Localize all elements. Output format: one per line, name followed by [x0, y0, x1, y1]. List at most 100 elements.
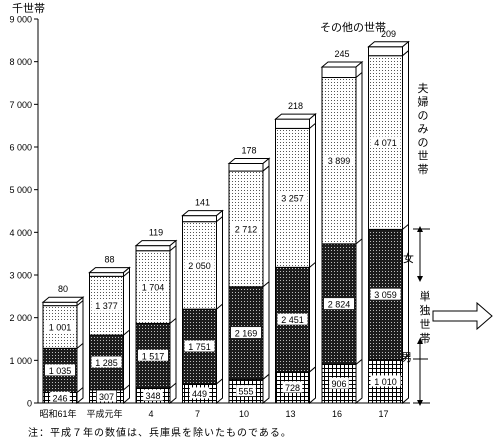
bar-side-divider — [309, 261, 316, 268]
y-axis-unit: 千世帯 — [12, 2, 45, 15]
data-label-other: 245 — [334, 49, 349, 59]
bar-side-face — [76, 296, 84, 405]
bar-group: 246 1 035 1 001 80 — [41, 284, 85, 405]
data-label-background — [138, 349, 168, 361]
y-tick-label: 3 000 — [9, 271, 32, 281]
bar-side-divider — [76, 300, 84, 307]
y-tick-label: 7 000 — [9, 100, 32, 110]
label-single-households: 単独世帯 — [420, 289, 431, 345]
bar-group: 348 1 517 1 704 119 — [134, 228, 178, 405]
y-tick-label: 4 000 — [9, 228, 32, 238]
label-other-households: その他の世帯 — [320, 21, 386, 34]
bar-side-face — [169, 239, 177, 405]
bar-top-face — [134, 240, 178, 247]
data-label: 1 751 — [188, 342, 211, 352]
data-label-background — [370, 136, 401, 148]
bar-top-face — [181, 210, 224, 217]
data-label: 1 035 — [49, 366, 72, 376]
y-tick-label: 2 000 — [9, 313, 32, 323]
data-label: 307 — [99, 392, 114, 402]
data-label: 728 — [285, 383, 300, 393]
bar-side-divider — [169, 382, 177, 389]
bar-top-face — [320, 61, 364, 68]
bar-side-divider — [402, 354, 409, 361]
y-tick-label: 8 000 — [9, 57, 32, 67]
bar-group: 728 2 451 3 257 218 — [274, 101, 317, 405]
bar-side-divider — [76, 387, 84, 393]
x-tick-label: 昭和61年 — [39, 408, 76, 419]
x-axis: 昭和61年 平成元年 4 7 10 13 16 17 — [38, 402, 410, 419]
bars: 246 1 035 1 001 80 307 1 285 1 377 88 348 1 517 1 … — [41, 29, 410, 405]
data-label-background — [189, 387, 210, 399]
bar-side-divider — [123, 329, 130, 336]
bar-group: 449 1 751 2 050 141 — [181, 198, 224, 405]
data-label: 2 169 — [235, 329, 258, 339]
data-label-other: 141 — [195, 198, 210, 208]
data-label-other: 178 — [241, 145, 256, 155]
data-label: 2 050 — [188, 261, 211, 271]
right-arrow-icon — [432, 301, 493, 331]
data-label: 3 059 — [374, 290, 397, 300]
data-label: 2 451 — [281, 315, 304, 325]
data-label-background — [50, 391, 70, 403]
bar-top-face — [274, 113, 317, 120]
bar-top-face — [227, 157, 271, 164]
data-label: 246 — [52, 393, 67, 403]
data-label: 1 285 — [95, 358, 118, 368]
bar-side-divider — [262, 165, 270, 172]
data-label-other: 119 — [149, 228, 163, 238]
data-label-background — [324, 154, 354, 166]
x-tick-label: 7 — [195, 409, 200, 419]
bar-segment-other — [89, 272, 124, 277]
bar-group: 906 2 824 3 899 245 — [320, 49, 364, 405]
bar-side-divider — [123, 270, 130, 277]
label-female: 女 — [403, 251, 414, 265]
bar-group: 555 2 169 2 712 178 — [227, 145, 271, 405]
footnote: 注：平成７年の数値は、兵庫県を除いたものである。 — [28, 428, 292, 439]
bar-side-divider — [262, 281, 270, 288]
bar-segment-other — [182, 215, 217, 223]
data-label-background — [91, 299, 122, 311]
bar-side-divider — [309, 366, 316, 373]
data-label-background — [143, 389, 163, 401]
bar-segment-other — [275, 118, 310, 129]
bar-segment-other — [368, 46, 403, 57]
data-label: 2 824 — [328, 300, 351, 310]
bar-side-face — [123, 266, 130, 405]
x-tick-label: 17 — [378, 409, 388, 419]
data-label-background — [184, 259, 215, 271]
bar-side-divider — [355, 358, 363, 365]
x-tick-label: 13 — [285, 409, 295, 419]
bar-side-face — [402, 40, 409, 405]
data-label-other: 209 — [381, 29, 396, 39]
data-label-background — [138, 281, 168, 293]
single-household-bracket — [413, 226, 430, 406]
bar-side-divider — [169, 245, 177, 252]
bar-group: 307 1 285 1 377 88 — [88, 255, 131, 405]
y-tick-label: 9 000 — [9, 15, 32, 25]
bar-side-divider — [262, 373, 270, 380]
label-male: 男 — [401, 352, 412, 364]
data-label-background — [45, 320, 75, 332]
data-label-other: 218 — [288, 101, 303, 111]
bar-top-face — [88, 267, 131, 274]
data-label: 1 010 — [374, 377, 397, 387]
bar-side-divider — [216, 216, 223, 223]
data-label-background — [329, 377, 349, 389]
bar-side-divider — [355, 238, 363, 245]
bar-segment-other — [42, 301, 78, 307]
data-label: 3 257 — [281, 193, 304, 203]
data-label-background — [231, 222, 261, 234]
bar-segment-other — [228, 162, 264, 172]
data-label: 2 712 — [235, 224, 258, 234]
y-axis: 0 1 000 2 000 3 000 4 000 5 000 6 000 7 000 8 00… — [9, 15, 39, 409]
bar-group: 1 010 3 059 4 071 209 — [367, 29, 410, 405]
data-label: 555 — [238, 387, 253, 397]
bar-segment-other — [135, 245, 171, 252]
data-label: 3 899 — [328, 156, 351, 166]
bar-side-divider — [402, 224, 409, 230]
data-label-background — [91, 356, 122, 368]
y-tick-label: 5 000 — [9, 185, 32, 195]
label-couple-households: 夫婦のみの世帯 — [418, 82, 429, 176]
